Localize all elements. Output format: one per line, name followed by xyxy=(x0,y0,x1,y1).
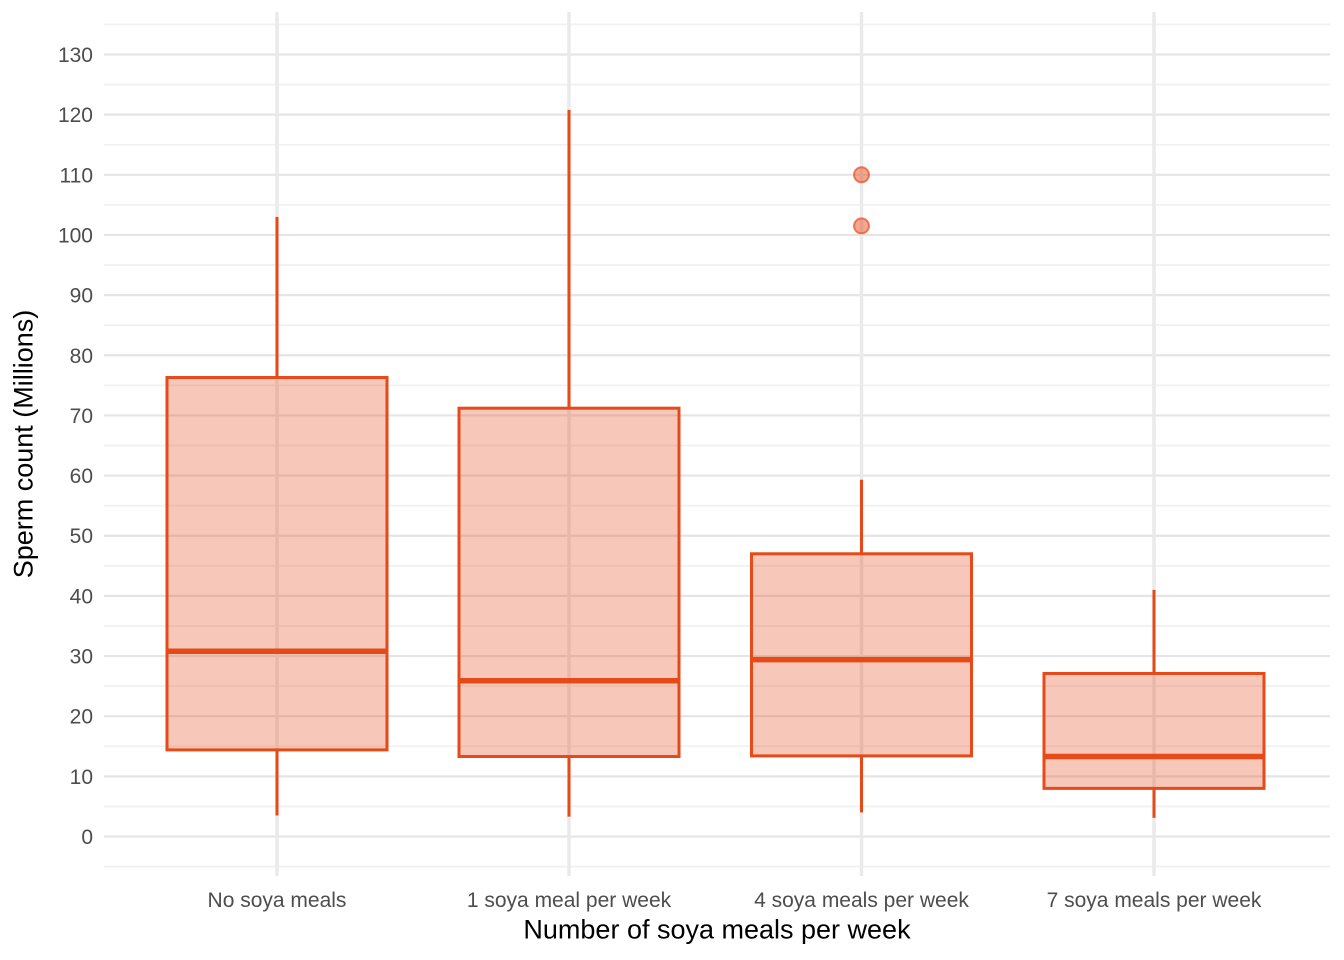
box-iqr xyxy=(750,552,973,758)
y-tick-label: 20 xyxy=(70,706,93,729)
outlier-point xyxy=(853,217,870,235)
x-tick-label: 4 soya meals per week xyxy=(754,889,969,912)
box-iqr xyxy=(165,376,389,752)
outlier-point xyxy=(853,166,870,184)
box-iqr xyxy=(1042,671,1266,790)
y-axis-title: Sperm count (Millions) xyxy=(8,309,39,579)
y-tick-label: 100 xyxy=(58,224,93,247)
y-tick-label: 120 xyxy=(58,104,93,127)
y-tick-label: 0 xyxy=(81,826,93,849)
x-axis-title: Number of soya meals per week xyxy=(523,914,911,945)
x-tick-label: No soya meals xyxy=(208,889,347,912)
x-tick-label: 1 soya meal per week xyxy=(467,889,672,912)
x-tick-label: 7 soya meals per week xyxy=(1047,889,1262,912)
y-tick-label: 60 xyxy=(70,465,93,488)
box-iqr xyxy=(457,406,681,758)
y-tick-label: 110 xyxy=(60,164,93,187)
y-tick-label: 130 xyxy=(58,44,93,67)
y-tick-label: 50 xyxy=(70,525,93,548)
y-tick-label: 40 xyxy=(70,585,93,608)
y-tick-label: 10 xyxy=(70,766,93,789)
y-tick-label: 80 xyxy=(70,345,93,368)
y-tick-label: 90 xyxy=(70,285,93,308)
y-tick-label: 30 xyxy=(70,646,93,669)
y-tick-label: 70 xyxy=(70,405,93,428)
